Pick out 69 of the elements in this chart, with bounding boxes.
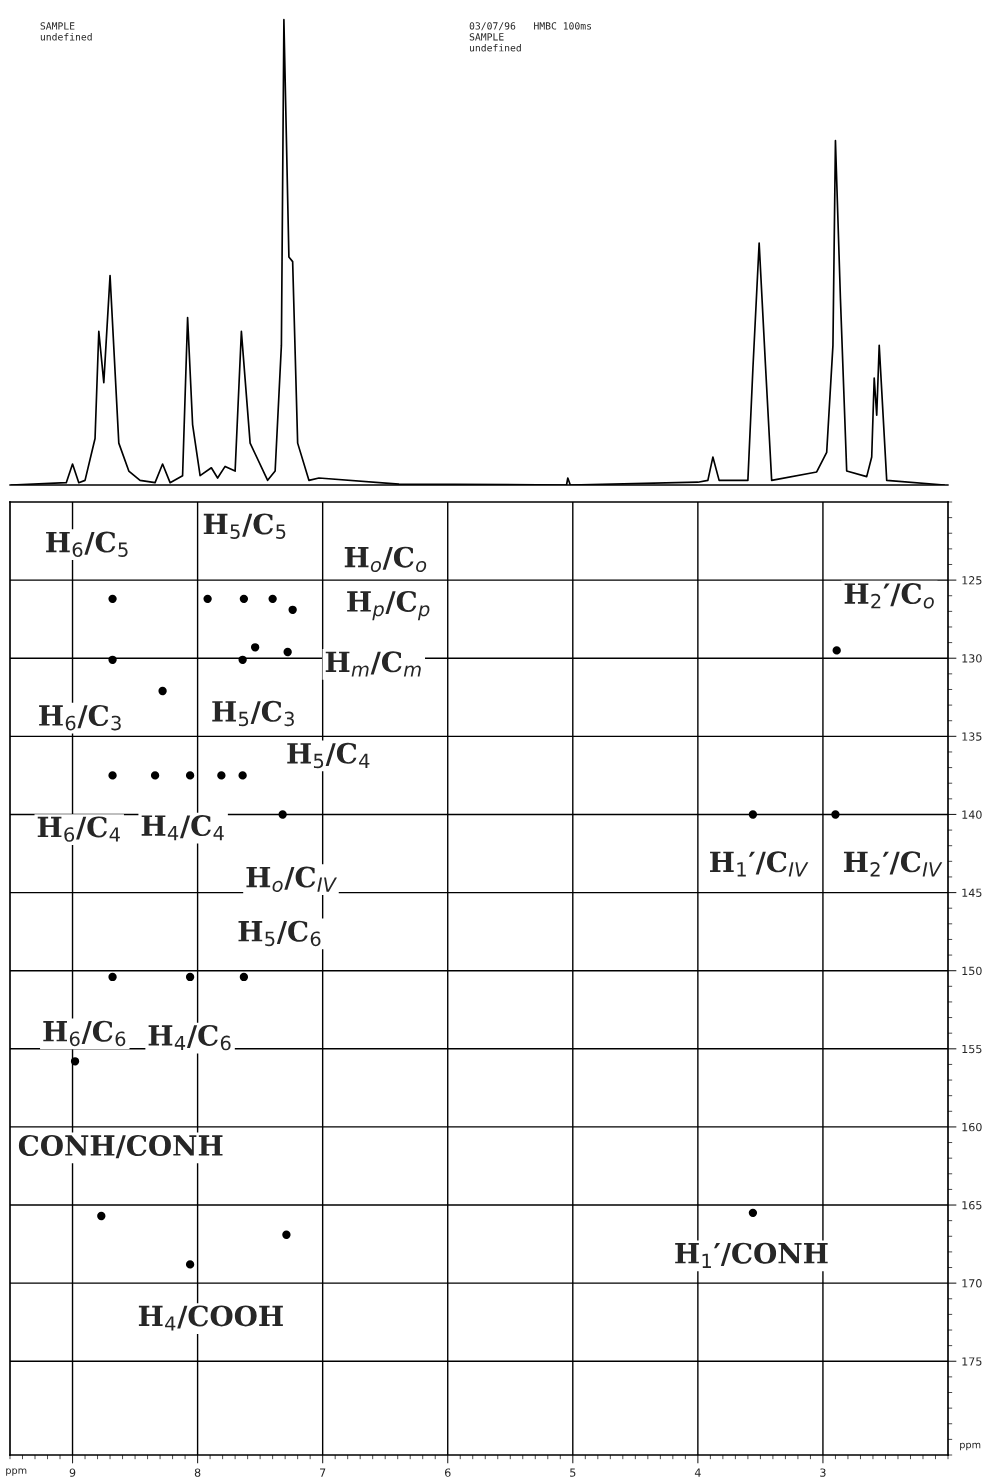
y-axis-title: ppm bbox=[960, 1442, 981, 1451]
annotation: H$_{5}$/C$_{4}$ bbox=[287, 742, 370, 769]
annotation: H$_{5}$/C$_{5}$ bbox=[203, 513, 286, 539]
point bbox=[238, 771, 247, 780]
y-tick-label: 165 bbox=[962, 1201, 982, 1210]
point bbox=[217, 771, 226, 780]
annotation: H$_{6}$/C$_{6}$ bbox=[43, 1020, 126, 1047]
x-tick-label: 5 bbox=[570, 1468, 576, 1477]
point bbox=[238, 655, 247, 664]
x-tick-label: 3 bbox=[820, 1468, 826, 1477]
annotation: 03/07/96 HMBC 100ms SAMPLE undefined bbox=[469, 22, 592, 52]
annotation: H$_{5}$/C$_{3}$ bbox=[212, 700, 294, 727]
y-tick-label: 175 bbox=[962, 1357, 982, 1366]
point bbox=[185, 972, 195, 982]
annotation: H$_{4}$/COOH bbox=[138, 1305, 283, 1331]
y-tick-label: 140 bbox=[962, 810, 982, 819]
point bbox=[250, 643, 260, 652]
x-axis-title: ppm bbox=[6, 1468, 27, 1476]
point bbox=[108, 594, 117, 604]
annotation: H$_{o}$/C$_{o}$ bbox=[344, 546, 427, 573]
point bbox=[832, 646, 841, 655]
point bbox=[108, 771, 117, 780]
y-tick-label: 150 bbox=[962, 966, 982, 976]
annotation: H$_{1}$′/C$_{IV}$ bbox=[710, 851, 809, 877]
annotation: H$_{o}$/C$_{IV}$ bbox=[246, 866, 337, 893]
annotation: H$_{2}$′/C$_{o}$ bbox=[844, 583, 934, 609]
y-tick-label: 170 bbox=[962, 1279, 982, 1288]
point bbox=[282, 1230, 291, 1239]
point bbox=[288, 605, 297, 614]
x-tick-label: 8 bbox=[194, 1468, 201, 1477]
annotation: H$_{6}$/C$_{5}$ bbox=[46, 531, 128, 557]
y-tick-label: 135 bbox=[962, 732, 982, 741]
point bbox=[70, 1057, 80, 1066]
x-tick-label: 6 bbox=[444, 1468, 451, 1477]
x-tick-label: 9 bbox=[69, 1468, 76, 1477]
point bbox=[185, 1260, 195, 1269]
annotation: H$_{6}$/C$_{4}$ bbox=[37, 816, 120, 842]
annotation: SAMPLE undefined bbox=[40, 22, 92, 41]
point bbox=[239, 594, 249, 604]
annotation: CONH/CONH bbox=[18, 1134, 223, 1159]
annotation: H$_{6}$/C$_{3}$ bbox=[39, 704, 121, 731]
annotation: H$_{p}$/C$_{p}$ bbox=[347, 590, 430, 621]
point bbox=[185, 771, 195, 780]
point bbox=[150, 771, 160, 780]
point bbox=[748, 810, 758, 819]
point bbox=[108, 655, 117, 664]
point bbox=[108, 972, 117, 982]
point bbox=[283, 647, 292, 657]
y-tick-label: 125 bbox=[962, 576, 982, 585]
x-tick-label: 7 bbox=[320, 1468, 326, 1477]
y-tick-label: 160 bbox=[962, 1122, 982, 1132]
y-tick-label: 130 bbox=[962, 654, 982, 663]
annotation: H$_{2}$′/C$_{IV}$ bbox=[843, 851, 943, 877]
annotation: H$_{1}$′/CONH bbox=[675, 1242, 828, 1268]
annotation: H$_{5}$/C$_{6}$ bbox=[238, 920, 321, 947]
point bbox=[97, 1211, 106, 1221]
annotation: H$_{4}$/C$_{6}$ bbox=[148, 1024, 231, 1051]
y-tick-label: 155 bbox=[962, 1044, 982, 1054]
point bbox=[158, 686, 167, 696]
point bbox=[239, 972, 249, 982]
x-tick-label: 4 bbox=[694, 1468, 701, 1477]
annotation: H$_{m}$/C$_{m}$ bbox=[325, 651, 421, 677]
point bbox=[278, 810, 287, 819]
point bbox=[268, 594, 277, 604]
y-tick-label: 145 bbox=[962, 888, 982, 897]
annotation: H$_{4}$/C$_{4}$ bbox=[141, 815, 224, 841]
point bbox=[831, 810, 840, 819]
point bbox=[203, 594, 212, 604]
point bbox=[748, 1208, 758, 1218]
